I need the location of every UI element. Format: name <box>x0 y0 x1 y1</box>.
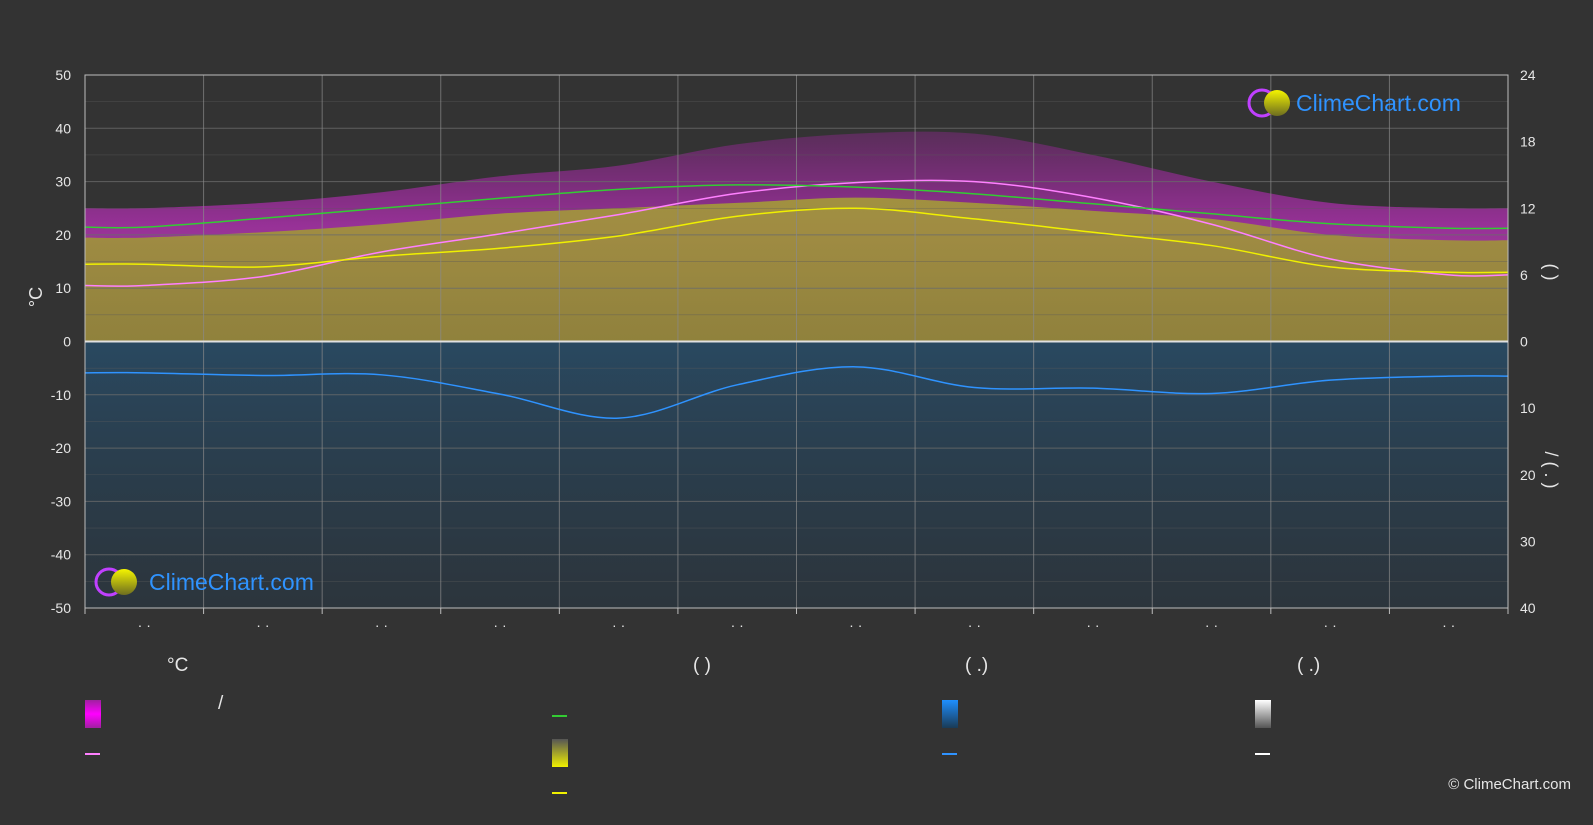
x-tick-label: · · <box>1205 617 1218 633</box>
left-tick-label: -20 <box>51 440 71 456</box>
x-tick-label: · · <box>493 617 506 633</box>
left-tick-label: 20 <box>55 227 71 243</box>
legend-precip-header: ( .) <box>965 655 989 676</box>
right-top-tick-label: 6 <box>1520 267 1528 283</box>
series-line <box>84 366 1509 419</box>
legend-avg-precip-swatch <box>942 753 957 755</box>
x-tick-label: · · <box>612 617 625 633</box>
legend-sunshine-swatch <box>552 739 568 767</box>
series-line <box>84 207 1509 274</box>
logo-bottom: ClimeChart.com <box>94 567 314 597</box>
x-tick-label: · · <box>256 617 269 633</box>
left-tick-label: 40 <box>55 120 71 136</box>
copyright: © ClimeChart.com <box>1448 776 1571 793</box>
logo-top: ClimeChart.com <box>1247 88 1461 118</box>
left-tick-label: 30 <box>55 174 71 190</box>
x-tick-label: · · <box>138 617 151 633</box>
series-line <box>84 184 1509 230</box>
left-tick-label: -30 <box>51 493 71 509</box>
logo-sun-icon <box>1264 90 1290 116</box>
legend-temp-range-separator: / <box>218 693 224 714</box>
x-tick-label: · · <box>1086 617 1099 633</box>
x-tick-label: · · <box>849 617 862 633</box>
legend-temperature-header: °C <box>167 655 189 676</box>
x-tick-label: · · <box>731 617 744 633</box>
right-bottom-tick-label: 40 <box>1520 600 1536 616</box>
series-lines <box>84 179 1509 419</box>
left-tick-label: 50 <box>55 67 71 83</box>
left-tick-label: 10 <box>55 280 71 296</box>
logo-text: ClimeChart.com <box>1296 90 1461 116</box>
left-tick-label: 0 <box>63 334 71 350</box>
legend-avg-snow-swatch <box>1255 753 1270 755</box>
axes <box>84 74 1509 614</box>
right-top-tick-label: 0 <box>1520 334 1528 350</box>
legend-daylight-swatch <box>552 715 567 717</box>
legend-temp-range-swatch <box>85 700 101 728</box>
svg-text:/ ( . ): / ( . ) <box>1541 452 1561 489</box>
right-bottom-tick-label: 30 <box>1520 533 1536 549</box>
x-tick-label: · · <box>375 617 388 633</box>
legend-daylight-header: ( ) <box>693 655 711 676</box>
right-axis-top-label: ( ) <box>1541 264 1561 281</box>
right-bottom-tick-label: 10 <box>1520 400 1536 416</box>
right-top-tick-label: 12 <box>1520 200 1536 216</box>
legend-precip-swatch <box>942 700 958 728</box>
series-line <box>84 179 1509 287</box>
legend-avg-max-swatch <box>85 753 100 755</box>
left-tick-label: -10 <box>51 387 71 403</box>
legend-snow-header: ( .) <box>1297 655 1321 676</box>
right-bottom-tick-label: 20 <box>1520 467 1536 483</box>
left-tick-label: -40 <box>51 547 71 563</box>
right-top-tick-label: 24 <box>1520 67 1536 83</box>
legend-snow-swatch <box>1255 700 1271 728</box>
legend-avg-sunshine-swatch <box>552 792 567 794</box>
logo-sun-icon <box>111 569 137 595</box>
left-axis-label: °C <box>26 287 46 307</box>
x-tick-label: · · <box>1442 617 1455 633</box>
left-tick-label: -50 <box>51 600 71 616</box>
tick-labels: 50 40 30 20 10 0 -10 -20 -30 -40 -50 24 18 12 6 0 10 20 30… <box>51 67 1536 633</box>
right-top-tick-label: 18 <box>1520 134 1536 150</box>
right-axis-bottom-label: / ( . ) <box>1541 452 1561 489</box>
svg-text:( ): ( ) <box>1541 264 1561 281</box>
x-tick-label: · · <box>968 617 981 633</box>
x-tick-label: · · <box>1324 617 1337 633</box>
logo-text: ClimeChart.com <box>149 569 314 595</box>
